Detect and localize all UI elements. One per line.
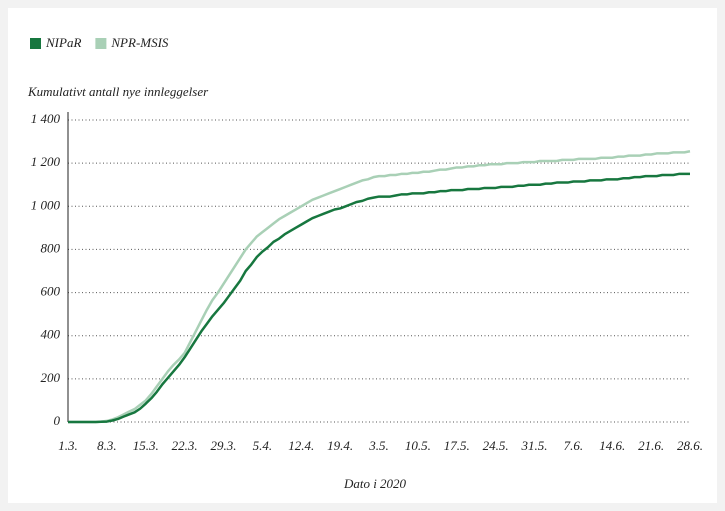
x-tick-label: 22.3. [172, 438, 198, 453]
y-tick-label: 600 [41, 284, 61, 299]
x-tick-label: 24.5. [483, 438, 509, 453]
x-tick-label: 7.6. [564, 438, 584, 453]
x-tick-label: 12.4. [288, 438, 314, 453]
y-tick-label: 400 [41, 327, 61, 342]
legend-label: NIPaR [45, 35, 81, 50]
y-tick-label: 800 [41, 240, 61, 255]
y-tick-label: 1 200 [31, 154, 61, 169]
x-axis-label: Dato i 2020 [343, 476, 407, 491]
y-axis-label: Kumulativt antall nye innleggelser [27, 84, 209, 99]
y-tick-label: 1 000 [31, 197, 61, 212]
y-tick-label: 200 [41, 370, 61, 385]
x-tick-label: 8.3. [97, 438, 117, 453]
x-tick-label: 28.6. [677, 438, 703, 453]
x-tick-label: 21.6. [638, 438, 664, 453]
x-tick-label: 31.5. [521, 438, 548, 453]
x-tick-label: 17.5. [444, 438, 470, 453]
legend-label: NPR-MSIS [110, 35, 169, 50]
y-tick-label: 0 [54, 413, 61, 428]
legend-swatch [95, 38, 107, 49]
x-tick-label: 29.3. [211, 438, 237, 453]
chart-background [8, 8, 717, 503]
x-tick-label: 10.5. [405, 438, 431, 453]
x-tick-label: 14.6. [599, 438, 625, 453]
legend-swatch [30, 38, 41, 49]
series-line [68, 150, 691, 424]
x-tick-label: 5.4. [253, 438, 273, 453]
y-tick-label: 1 400 [31, 111, 61, 126]
series-line [68, 172, 690, 424]
x-tick-label: 19.4. [327, 438, 353, 453]
x-tick-label: 1.3. [58, 438, 78, 453]
x-tick-label: 3.5. [368, 438, 389, 453]
x-tick-label: 15.3. [133, 438, 159, 453]
